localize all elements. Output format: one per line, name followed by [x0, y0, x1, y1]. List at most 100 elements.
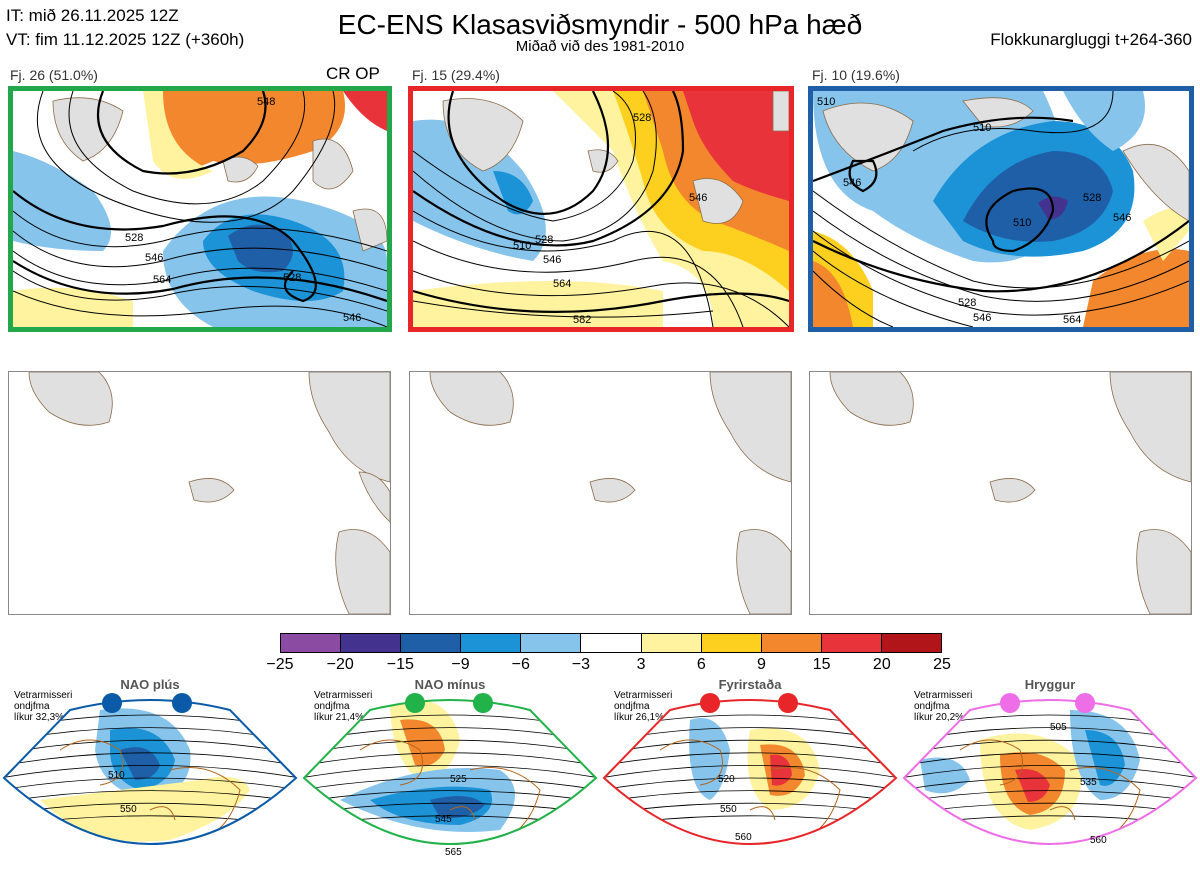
colorbar-segment: [701, 634, 762, 652]
cluster-1-contour-label: 548: [257, 96, 275, 108]
regime-line2: ondjfma: [14, 701, 50, 712]
cluster-map-3: 510 510 528 546 546 510 528 546 564: [808, 86, 1194, 332]
vt-line: VT: fim 11.12.2025 12Z (+360h): [6, 30, 245, 49]
cluster-3-contour-label: 564: [1063, 314, 1081, 326]
cluster-3-label: Fj. 10 (19.6%): [812, 67, 900, 83]
regime-contour-label: 525: [450, 774, 467, 785]
regime-line2: ondjfma: [314, 701, 350, 712]
cluster-2-contour-label: 528: [633, 112, 651, 124]
cluster-2-contour-label: 546: [543, 254, 561, 266]
cluster-3-contour-label: 510: [973, 122, 991, 134]
colorbar-tick-label: 20: [872, 656, 891, 673]
regime-border: [902, 699, 1198, 845]
regime-line3: líkur 20,2%: [914, 712, 965, 723]
colorbar-segment: [881, 634, 942, 652]
cluster-map-2-svg: 528 546 510 528 546 564 582: [413, 91, 789, 327]
regime-contour-label: 545: [435, 814, 452, 825]
anomaly-shade: [1015, 769, 1050, 802]
colorbar-segment: [401, 634, 462, 652]
colorbar-tick-label: −9: [451, 656, 470, 673]
anomaly-shade: [40, 776, 250, 842]
colorbar-tick-label: 3: [636, 656, 646, 673]
colorbar-segment: [341, 634, 402, 652]
regime-line1: Vetrarmisseri: [914, 690, 973, 701]
empty-map-1: [8, 371, 391, 615]
colorbar-tick-label: −25: [266, 656, 294, 673]
colorbar-tick-label: −20: [326, 656, 354, 673]
empty-map-3: [809, 371, 1192, 615]
regime-line1: Vetrarmisseri: [14, 690, 73, 701]
regime-contour-label: 550: [720, 804, 737, 815]
regime-contour-label: 560: [1090, 835, 1107, 846]
regime-line1: Vetrarmisseri: [614, 690, 673, 701]
regime-name: NAO mínus: [414, 677, 486, 692]
regime-name: Fyrirstaða: [718, 677, 782, 692]
regime-line3: líkur 21,4%: [314, 712, 365, 723]
anomaly-shade: [400, 719, 445, 766]
cluster-2-contour-label: 582: [573, 314, 591, 326]
regime-marker-dot: [473, 693, 493, 713]
page-title: EC-ENS Klasasviðsmyndir - 500 hPa hæð: [337, 9, 863, 40]
cluster-1-contour-label: 564: [153, 274, 171, 286]
colorbar-segment: [761, 634, 822, 652]
colorbar-tick-label: −15: [386, 656, 414, 673]
it-line: IT: mið 26.11.2025 12Z: [6, 6, 179, 25]
cluster-1-contour-label: 528: [283, 272, 301, 284]
regime-marker-dot: [1000, 693, 1020, 713]
cluster-2-label: Fj. 15 (29.4%): [412, 67, 500, 83]
regime-marker-dot: [102, 693, 122, 713]
colorbar: [280, 633, 942, 653]
colorbar-tick-label: 15: [812, 656, 831, 673]
colorbar-tick-label: 6: [696, 656, 706, 673]
cluster-1-contour-label: 546: [343, 312, 361, 324]
regime-marker-dot: [700, 693, 720, 713]
colorbar-segment: [521, 634, 582, 652]
cluster-map-1: 548 528 546 564 528 546: [8, 86, 392, 332]
regime-contour-label: 535: [1080, 777, 1097, 788]
empty-map-2-svg: [429, 372, 791, 614]
regime-map: 505 535 560: [902, 699, 1198, 846]
colorbar-tick-label: −6: [511, 656, 530, 673]
regime-contour-label: 560: [735, 832, 752, 843]
header-info: IT: mið 26.11.2025 12Z VT: fim 11.12.202…: [6, 4, 244, 52]
colorbar-tick-label: −3: [571, 656, 591, 673]
regime-contour-label: 520: [718, 774, 735, 785]
cluster-1-contour-label: 528: [125, 232, 143, 244]
regime-border: [2, 699, 298, 845]
regime-border: [602, 699, 898, 845]
cluster-3-contour-label: 528: [958, 297, 976, 309]
regime-line2: ondjfma: [614, 701, 650, 712]
cluster-map-1-svg: 548 528 546 564 528 546: [13, 91, 387, 327]
regime-line3: líkur 32,3%: [14, 712, 65, 723]
colorbar-segment: [581, 634, 642, 652]
empty-map-3-svg: [829, 372, 1191, 614]
window-label: Flokkunargluggi t+264-360: [990, 30, 1192, 49]
regime-map: 520 550 560: [602, 699, 898, 845]
anomaly-shade: [770, 754, 792, 786]
colorbar-segment: [641, 634, 702, 652]
regime-line1: Vetrarmisseri: [314, 690, 373, 701]
colorbar-segment: [281, 634, 342, 652]
cluster-1-contour-label: 546: [145, 252, 163, 264]
regime-contour-label: 505: [1050, 722, 1067, 733]
cluster-1-extra: CR OP: [326, 64, 380, 83]
cluster-2-contour-label: 510: [513, 240, 531, 252]
cluster-2-contour-label: 564: [553, 278, 571, 290]
regime-line2: ondjfma: [914, 701, 950, 712]
cluster-map-2: 528 546 510 528 546 564 582: [408, 86, 794, 332]
colorbar-tick-label: 9: [757, 656, 766, 673]
regime-contour-label: 510: [108, 770, 125, 781]
empty-map-1-svg: [28, 372, 390, 614]
regime-marker-dot: [405, 693, 425, 713]
regime-marker-dot: [172, 693, 192, 713]
cluster-3-contour-label: 510: [1013, 217, 1031, 229]
regime-marker-dot: [1075, 693, 1095, 713]
cluster-3-contour-label: 546: [843, 177, 861, 189]
cluster-2-contour-label: 528: [535, 234, 553, 246]
colorbar-segment: [461, 634, 522, 652]
regime-map: 525 545 565: [302, 699, 598, 858]
anomaly-shade: [1085, 730, 1125, 786]
regime-contour-label: 550: [120, 804, 137, 815]
regime-marker-dot: [778, 693, 798, 713]
regime-name: NAO plús: [120, 677, 180, 692]
